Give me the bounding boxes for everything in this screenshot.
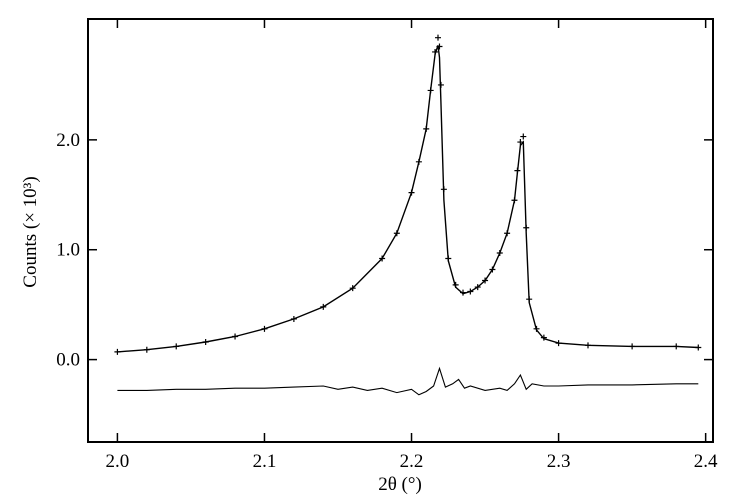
x-axis-title: 2θ (°) — [378, 474, 422, 495]
calculated-curve — [117, 45, 699, 353]
observed-series — [114, 34, 702, 355]
series-layer — [114, 34, 702, 396]
observed-point — [517, 139, 524, 146]
x-tick-label: 2.3 — [547, 451, 571, 472]
x-tick-label: 2.1 — [253, 451, 277, 472]
x-tick-label: 2.0 — [106, 451, 130, 472]
difference-curve — [117, 366, 699, 396]
y-tick-label: 0.0 — [56, 350, 80, 371]
x-tick-label: 2.2 — [400, 451, 424, 472]
y-axis-title: Counts (× 10³) — [20, 176, 41, 287]
y-tick-label: 2.0 — [56, 130, 80, 151]
y-axis-ticks: 0.0 1.0 2.0 — [56, 130, 713, 371]
observed-point — [520, 133, 527, 140]
y-tick-label: 1.0 — [56, 240, 80, 261]
x-tick-label: 2.4 — [694, 451, 718, 472]
x-axis-ticks: 2.0 2.1 2.2 2.3 2.4 — [106, 19, 718, 472]
plot-frame — [87, 18, 714, 443]
observed-point — [435, 34, 441, 41]
